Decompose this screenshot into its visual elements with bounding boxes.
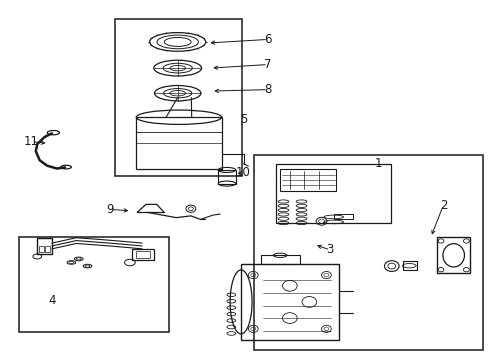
Text: 5: 5: [239, 113, 247, 126]
Bar: [260, 255, 299, 264]
Bar: [241, 264, 338, 339]
Bar: [436, 237, 469, 273]
Bar: [115, 19, 242, 176]
Bar: [45, 246, 50, 252]
Text: 2: 2: [439, 199, 447, 212]
Text: 11: 11: [24, 135, 39, 148]
Bar: [39, 246, 43, 252]
Bar: [132, 249, 154, 260]
Text: 9: 9: [106, 203, 113, 216]
Bar: [136, 251, 150, 258]
Text: 3: 3: [326, 243, 333, 256]
Bar: [254, 155, 483, 350]
Text: 1: 1: [374, 157, 381, 170]
Text: 4: 4: [48, 294, 56, 307]
Bar: [280, 169, 335, 191]
Text: 8: 8: [264, 83, 271, 96]
Bar: [402, 261, 416, 270]
Text: 7: 7: [264, 58, 271, 71]
Bar: [136, 117, 221, 169]
Bar: [218, 170, 235, 184]
Text: 6: 6: [264, 33, 271, 46]
Bar: [276, 164, 390, 223]
Bar: [19, 237, 168, 332]
Text: 10: 10: [236, 166, 250, 179]
Bar: [37, 238, 52, 253]
Bar: [333, 215, 352, 220]
